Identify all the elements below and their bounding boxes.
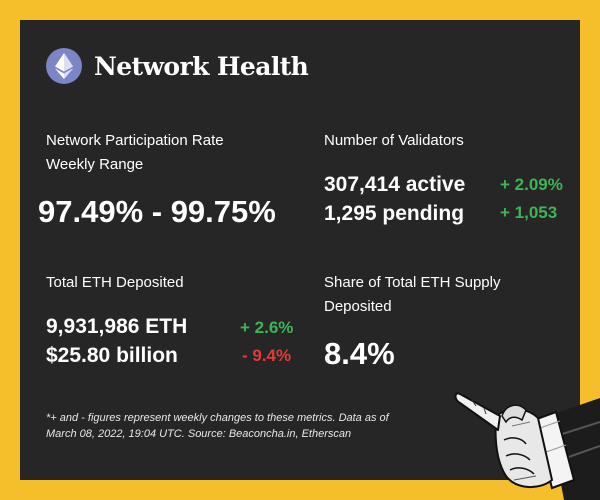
ethereum-icon xyxy=(46,48,82,84)
validators-active-change: + 2.09% xyxy=(500,175,563,194)
validators-active: 307,414 active xyxy=(324,173,466,196)
share-value: 8.4% xyxy=(324,336,395,371)
deposited-eth: 9,931,986 ETH xyxy=(46,315,188,338)
brand-header: Network Health xyxy=(46,48,309,84)
participation-label-line1: Network Participation Rate xyxy=(46,132,224,149)
participation-value: 97.49% - 99.75% xyxy=(38,194,276,229)
brand-title: Network Health xyxy=(94,51,309,81)
share-label-line2: Deposited xyxy=(324,298,392,315)
deposited-usd: $25.80 billion xyxy=(46,344,178,367)
deposited-eth-change: + 2.6% xyxy=(240,318,294,337)
validators-pending: 1,295 pending xyxy=(324,202,465,225)
participation-label: Network Participation Rate Weekly Range xyxy=(46,129,224,177)
pointing-hand-icon xyxy=(454,392,600,500)
footnote: *+ and - figures represent weekly change… xyxy=(46,410,456,442)
share-label-line1: Share of Total ETH Supply xyxy=(324,274,501,291)
participation-label-line2: Weekly Range xyxy=(46,156,144,173)
deposited-label: Total ETH Deposited xyxy=(46,274,184,291)
deposited-usd-change: - 9.4% xyxy=(242,346,292,365)
share-label: Share of Total ETH Supply Deposited xyxy=(324,271,500,319)
footnote-line1: *+ and - figures represent weekly change… xyxy=(46,412,389,424)
network-health-card: Network Health Network Participation Rat… xyxy=(20,20,580,480)
footnote-line2: March 08, 2022, 19:04 UTC. Source: Beaco… xyxy=(46,428,352,440)
validators-pending-change: + 1,053 xyxy=(500,203,558,222)
validators-label: Number of Validators xyxy=(324,132,464,149)
